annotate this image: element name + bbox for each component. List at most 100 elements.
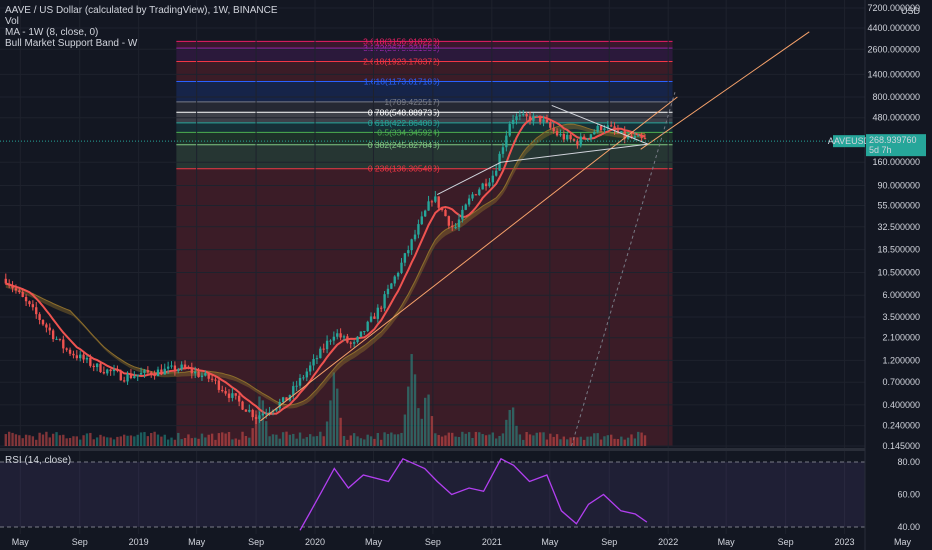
candle-body xyxy=(481,183,484,190)
candle-body xyxy=(75,355,79,359)
candle-body xyxy=(197,371,200,378)
candle-body xyxy=(488,182,491,187)
volume-bar xyxy=(275,434,278,446)
candle-body xyxy=(467,198,471,205)
candle-body xyxy=(376,307,380,319)
support-trendline xyxy=(260,96,678,422)
candle-body xyxy=(153,374,156,377)
x-tick-label: 2023 xyxy=(835,537,855,547)
fibonacci-retracement[interactable]: 3.618(3156.918228)3.272(2675.321559) 2.61… xyxy=(176,36,673,446)
volume-bar xyxy=(85,433,89,446)
volume-bar xyxy=(244,435,248,446)
triangle-upper-line xyxy=(551,104,649,145)
candle-body xyxy=(407,250,410,254)
volume-bar xyxy=(576,437,579,446)
volume-bar xyxy=(637,431,640,446)
legend: AAVE / US Dollar (calculated by TradingV… xyxy=(5,5,278,49)
candle-body xyxy=(237,395,241,402)
candle-body xyxy=(451,225,454,228)
volume-bar xyxy=(447,432,451,446)
volume-bar xyxy=(41,434,45,446)
volume-bar xyxy=(369,436,373,446)
fib-zone xyxy=(176,101,673,113)
candle-body xyxy=(572,139,576,141)
candle-body xyxy=(308,365,312,372)
candle-body xyxy=(68,349,72,354)
x-tick-label: May xyxy=(365,537,383,547)
volume-bar xyxy=(626,437,630,446)
y-tick-label: 480.000000 xyxy=(872,113,920,123)
volume-bar xyxy=(528,434,532,446)
volume-bar xyxy=(126,435,129,446)
fib-zone xyxy=(176,48,673,62)
candle-body xyxy=(400,262,403,273)
volume-bar xyxy=(620,436,623,446)
candle-body xyxy=(261,413,265,416)
volume-bar xyxy=(4,434,7,446)
volume-bar xyxy=(217,433,221,446)
fib-level-label: 0.618(422.864000) xyxy=(368,118,440,128)
volume-bar xyxy=(437,435,440,446)
volume-bar xyxy=(515,425,518,446)
volume-bar xyxy=(488,434,491,446)
ma-label: MA - 1W (8, close, 0) xyxy=(5,27,99,38)
volume-bar xyxy=(166,439,170,446)
volume-bar xyxy=(72,436,75,446)
y-tick-label: 2600.000000 xyxy=(867,44,920,54)
volume-bar xyxy=(505,419,508,446)
fib-zone xyxy=(176,144,673,169)
y-tick-label: 90.000000 xyxy=(877,181,920,191)
y-tick-label: 0.240000 xyxy=(882,421,920,431)
candle-body xyxy=(55,338,58,340)
volume-bar xyxy=(183,437,187,446)
x-tick-label: 2022 xyxy=(658,537,678,547)
volume-bar xyxy=(7,431,11,446)
candle-body xyxy=(281,397,285,403)
volume-bar xyxy=(95,437,99,446)
candle-body xyxy=(241,401,244,410)
volume-bar xyxy=(102,436,106,446)
candle-body xyxy=(339,333,342,338)
candle-body xyxy=(606,125,609,129)
candle-body xyxy=(491,175,494,183)
volume-bar xyxy=(207,434,210,446)
volume-bar xyxy=(549,433,552,446)
fib-zone xyxy=(176,132,673,145)
volume-bar xyxy=(555,434,559,446)
volume-bar xyxy=(227,431,231,446)
candle-body xyxy=(170,365,173,367)
volume-bar xyxy=(292,433,295,446)
candle-body xyxy=(352,342,356,344)
candle-body xyxy=(315,358,319,360)
volume-bar xyxy=(82,435,85,446)
volume-bar xyxy=(119,436,122,446)
candle-body xyxy=(48,327,51,331)
candle-body xyxy=(244,409,248,412)
symbol-title[interactable]: AAVE / US Dollar (calculated by TradingV… xyxy=(5,5,278,16)
volume-bar xyxy=(542,432,545,446)
volume-bar xyxy=(170,437,173,446)
candle-body xyxy=(79,354,82,359)
volume-bar xyxy=(136,434,139,446)
candle-body xyxy=(221,389,224,392)
y-tick-label: 18.500000 xyxy=(877,245,920,255)
candle-body xyxy=(11,285,14,289)
volume-bar xyxy=(122,434,126,446)
candle-body xyxy=(518,115,522,117)
candle-body xyxy=(366,321,369,332)
volume-bar xyxy=(495,438,498,446)
candle-body xyxy=(231,393,234,398)
candle-body xyxy=(160,369,163,375)
candle-body xyxy=(292,386,295,396)
candle-body xyxy=(24,297,28,302)
candle-body xyxy=(14,288,18,291)
candle-body xyxy=(640,135,643,139)
symbol-tag-text: AAVEUSD xyxy=(828,136,871,146)
y-tick-label: 6.000000 xyxy=(882,290,920,300)
trendlines[interactable] xyxy=(0,31,865,447)
fib-level-label: 0.382(245.827848) xyxy=(368,140,440,150)
candle-body xyxy=(643,138,647,140)
candle-body xyxy=(582,136,586,139)
candle-body xyxy=(620,131,623,133)
